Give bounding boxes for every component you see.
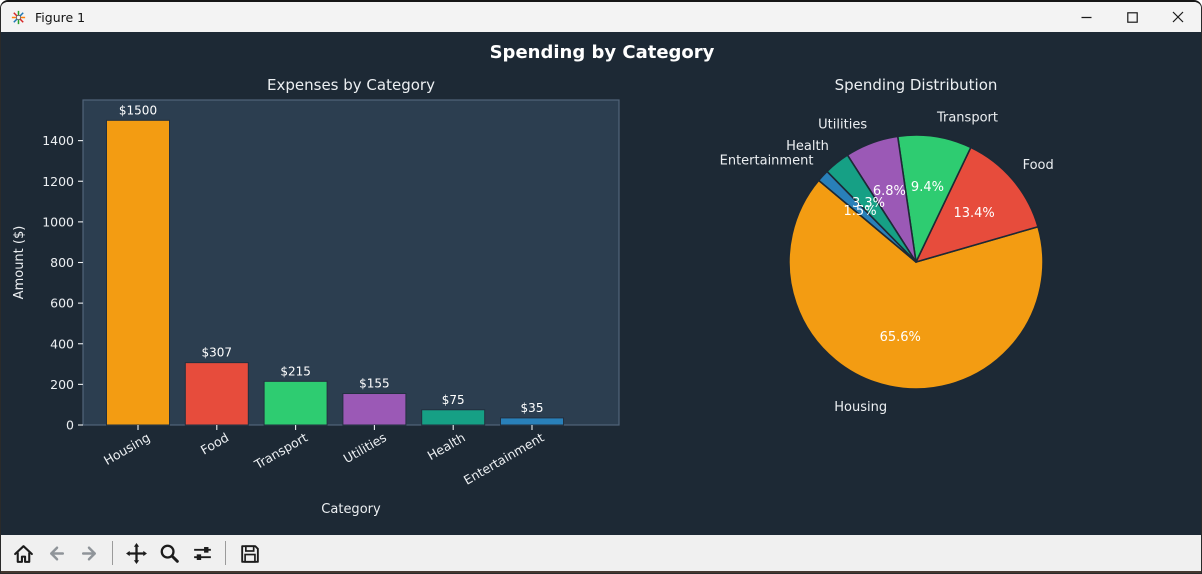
navigation-toolbar xyxy=(1,535,1201,573)
y-tick-label: 800 xyxy=(50,255,74,270)
toolbar-save-button[interactable] xyxy=(235,539,263,567)
toolbar-separator xyxy=(225,541,226,565)
bar-value-label: $75 xyxy=(442,393,465,407)
figure-canvas[interactable]: Spending by Category Expenses by Category… xyxy=(1,32,1201,535)
window-controls xyxy=(1063,2,1201,32)
x-tick-label: Utilities xyxy=(341,430,389,467)
maximize-icon xyxy=(1126,11,1138,23)
pie-label-entertainment: Entertainment xyxy=(720,154,814,169)
pie-chart: Spending Distribution 65.6% Housing 13.4% Fo… xyxy=(720,76,1054,415)
pie-percent-label: 1.5% xyxy=(844,204,877,219)
toolbar-pan-button[interactable] xyxy=(122,539,150,567)
minimize-button[interactable] xyxy=(1063,2,1109,32)
zoom-icon xyxy=(160,544,179,563)
bar-value-label: $1500 xyxy=(119,103,157,117)
x-tick-label: Transport xyxy=(251,430,310,473)
pie-wedge-food xyxy=(915,146,1039,263)
x-tick-label: Housing xyxy=(101,430,153,468)
y-tick-label: 0 xyxy=(66,418,74,433)
figure-suptitle: Spending by Category xyxy=(490,42,715,63)
pie-percent-label: 9.4% xyxy=(911,180,944,195)
bar-food xyxy=(184,362,249,426)
bar-value-label: $35 xyxy=(521,401,544,415)
window-title: Figure 1 xyxy=(35,9,86,25)
pie-wedge-entertainment xyxy=(817,170,917,263)
bar-chart-title: Expenses by Category xyxy=(267,76,435,94)
save-icon xyxy=(240,544,259,563)
y-tick-label: 200 xyxy=(50,377,74,392)
toolbar-subplots-button[interactable] xyxy=(188,539,216,567)
toolbar-zoom-button[interactable] xyxy=(155,539,183,567)
pie-label-health: Health xyxy=(786,139,829,154)
y-tick-label: 1200 xyxy=(42,174,74,189)
x-tick-label: Health xyxy=(425,430,468,464)
close-button[interactable] xyxy=(1155,2,1201,32)
pie-percent-label: 13.4% xyxy=(953,206,994,221)
pie-percent-label: 6.8% xyxy=(873,184,906,199)
back-icon xyxy=(49,545,64,561)
subplots-icon xyxy=(193,546,211,560)
toolbar-home-button[interactable] xyxy=(9,539,37,567)
x-tick-label: Food xyxy=(198,430,231,458)
y-axis-label: Amount ($) xyxy=(12,226,27,300)
pie-percent-label: 65.6% xyxy=(880,330,921,345)
pan-icon xyxy=(125,542,147,564)
pie-label-food: Food xyxy=(1023,158,1054,173)
bar-chart: Expenses by Category 0 200 400 600 800 1000 120… xyxy=(12,76,620,517)
pie-label-housing: Housing xyxy=(834,400,887,415)
charts-svg: Spending by Category Expenses by Category… xyxy=(12,42,1054,517)
minimize-icon xyxy=(1081,16,1091,18)
pie-percent-label: 3.3% xyxy=(852,196,885,211)
matplotlib-logo-icon xyxy=(11,10,26,24)
bar-value-label: $307 xyxy=(202,346,233,360)
x-axis-label: Category xyxy=(321,502,381,517)
pie-label-utilities: Utilities xyxy=(818,118,867,133)
bar-utilities xyxy=(342,393,407,426)
bar-value-label: $215 xyxy=(280,364,311,378)
y-tick-label: 400 xyxy=(50,336,74,351)
toolbar-separator xyxy=(112,541,113,565)
window-titlebar: Figure 1 xyxy=(1,2,1201,32)
maximize-button[interactable] xyxy=(1109,2,1155,32)
x-tick-label: Entertainment xyxy=(461,430,547,488)
home-icon xyxy=(13,544,33,563)
bar-health xyxy=(421,409,486,426)
y-tick-label: 1000 xyxy=(42,214,74,229)
bar-entertainment xyxy=(500,417,564,426)
bar-transport xyxy=(263,380,328,426)
forward-icon xyxy=(81,545,96,561)
toolbar-forward-button[interactable] xyxy=(75,539,103,567)
close-icon xyxy=(1172,11,1184,23)
pie-wedge-housing xyxy=(788,179,1044,390)
pie-label-transport: Transport xyxy=(936,110,998,125)
y-tick-label: 600 xyxy=(50,296,74,311)
toolbar-back-button[interactable] xyxy=(42,539,70,567)
bar-housing xyxy=(106,119,170,426)
y-tick-label: 1400 xyxy=(42,133,74,148)
bar-value-label: $155 xyxy=(359,377,390,391)
pie-chart-title: Spending Distribution xyxy=(835,76,998,94)
